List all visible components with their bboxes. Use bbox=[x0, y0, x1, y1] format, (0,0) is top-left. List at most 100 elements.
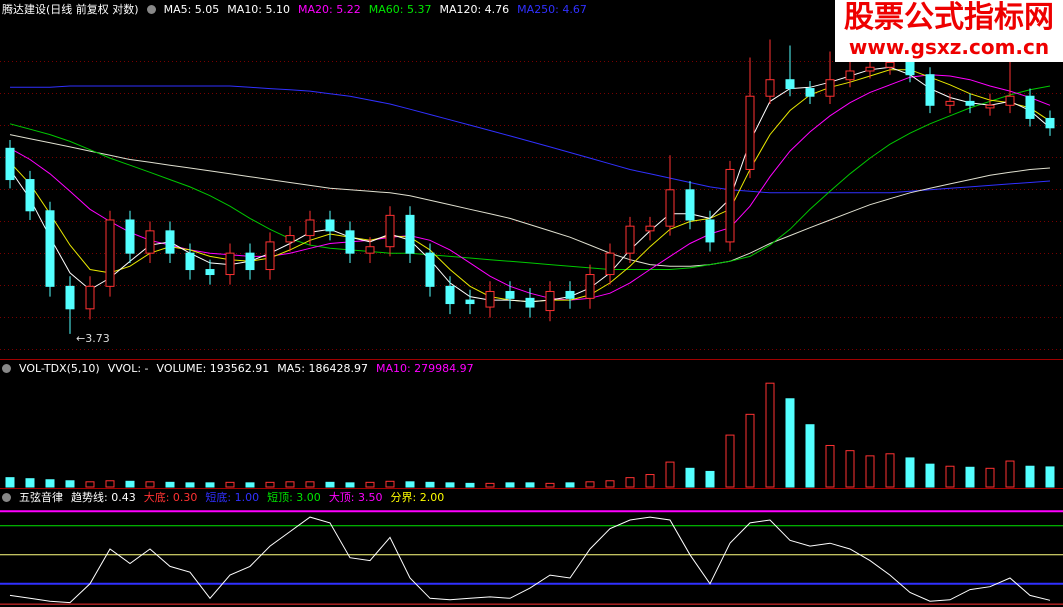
trend-line bbox=[9, 516, 1051, 604]
volume-bar bbox=[925, 463, 935, 488]
candle-body bbox=[185, 252, 195, 271]
candle-body bbox=[585, 274, 595, 299]
volume-bar bbox=[725, 434, 735, 488]
candle-body bbox=[885, 61, 895, 68]
volume-bar bbox=[405, 481, 415, 488]
candle-body bbox=[925, 74, 935, 106]
candle-body bbox=[505, 290, 515, 299]
candle-body bbox=[525, 297, 535, 308]
candle-body bbox=[305, 219, 315, 237]
candle-body bbox=[745, 95, 755, 170]
panel-separator bbox=[0, 488, 1063, 489]
candle-body bbox=[125, 219, 135, 254]
candle-body bbox=[245, 252, 255, 271]
volume-bar bbox=[305, 481, 315, 488]
volume-bar bbox=[805, 424, 815, 488]
volume-bar bbox=[745, 413, 755, 488]
candle-body bbox=[65, 285, 75, 310]
legend-entry: MA5: 5.05 bbox=[163, 2, 220, 16]
volume-bar bbox=[705, 470, 715, 488]
candle-body bbox=[405, 214, 415, 254]
stock-title: 腾达建设(日线 前复权 对数) bbox=[2, 3, 139, 16]
candle-body bbox=[385, 214, 395, 248]
panel-separator bbox=[0, 359, 1063, 360]
ma-line bbox=[9, 134, 1051, 267]
volume-bar bbox=[445, 482, 455, 488]
volume-bar bbox=[885, 453, 895, 488]
volume-bar bbox=[105, 480, 115, 488]
candle-body bbox=[225, 252, 235, 276]
candle-body bbox=[765, 79, 775, 97]
volume-bar bbox=[605, 480, 615, 488]
volume-bar bbox=[365, 481, 375, 488]
candle-body bbox=[425, 252, 435, 287]
volume-bar bbox=[765, 382, 775, 488]
ma-line bbox=[9, 66, 1051, 303]
volume-bar bbox=[505, 482, 515, 488]
legend-entry: 趋势线: 0.43 bbox=[71, 491, 136, 504]
volume-bar bbox=[565, 482, 575, 488]
menu-icon[interactable] bbox=[2, 363, 11, 373]
volume-bar bbox=[25, 478, 35, 488]
candle-body bbox=[785, 79, 795, 90]
candle-body bbox=[265, 241, 275, 271]
volume-bar bbox=[485, 482, 495, 488]
candle-body bbox=[605, 252, 615, 276]
volume-bar bbox=[465, 482, 475, 488]
legend-entry: 分界: 2.00 bbox=[390, 491, 445, 504]
legend-entry: MA20: 5.22 bbox=[298, 2, 361, 16]
candle-body bbox=[485, 290, 495, 308]
legend-entry: VVOL: - bbox=[107, 361, 149, 375]
volume-bar bbox=[985, 467, 995, 488]
low-annotation: ←3.73 bbox=[76, 332, 110, 345]
watermark: 股票公式指标网 www.gsxz.com.cn bbox=[835, 0, 1063, 62]
watermark-url: www.gsxz.com.cn bbox=[848, 35, 1050, 59]
volume-bar bbox=[525, 482, 535, 488]
candle-body bbox=[965, 100, 975, 106]
volume-bar bbox=[945, 465, 955, 488]
candle-body bbox=[645, 225, 655, 232]
volume-bar bbox=[665, 461, 675, 488]
candle-body bbox=[165, 230, 175, 254]
volume-bar bbox=[325, 481, 335, 488]
candle-body bbox=[865, 66, 875, 72]
volume-bar bbox=[65, 480, 75, 488]
indicator-title: 五弦音律 bbox=[19, 491, 63, 504]
volume-header: VOL-TDX(5,10) VVOL: - VOLUME: 193562.91 MA… bbox=[2, 360, 474, 376]
legend-entry: MA10: 279984.97 bbox=[375, 361, 474, 375]
legend-entry: MA60: 5.37 bbox=[368, 2, 432, 16]
volume-bar bbox=[285, 481, 295, 488]
volume-bar bbox=[345, 482, 355, 488]
menu-icon[interactable] bbox=[2, 492, 11, 502]
candle-body bbox=[1025, 95, 1035, 119]
menu-icon[interactable] bbox=[146, 4, 156, 14]
volume-bar bbox=[905, 457, 915, 488]
volume-bar bbox=[245, 482, 255, 488]
volume-bar bbox=[685, 467, 695, 488]
candle-body bbox=[365, 246, 375, 254]
indicator-title: VOL-TDX(5,10) bbox=[19, 361, 100, 375]
candle-body bbox=[85, 285, 95, 310]
volume-bar bbox=[425, 481, 435, 488]
legend-entry: 短底: 1.00 bbox=[205, 491, 260, 504]
candle-body bbox=[705, 219, 715, 243]
ma-line bbox=[10, 85, 1051, 194]
volume-bar bbox=[145, 481, 155, 488]
watermark-title: 股票公式指标网 bbox=[844, 0, 1054, 35]
candle-body bbox=[945, 100, 955, 106]
volume-bar bbox=[585, 481, 595, 488]
candle-body bbox=[805, 88, 815, 97]
candle-body bbox=[1005, 95, 1015, 106]
volume-bar bbox=[1045, 466, 1055, 488]
volume-bar bbox=[165, 481, 175, 488]
candle-body bbox=[105, 219, 115, 287]
volume-bar bbox=[85, 481, 95, 488]
legend-entry: MA10: 5.10 bbox=[227, 2, 291, 16]
volume-bar bbox=[205, 482, 215, 488]
legend-entry: VOLUME: 193562.91 bbox=[156, 361, 270, 375]
ma-line bbox=[9, 85, 1051, 270]
volume-bar bbox=[625, 477, 635, 488]
oscillator-header: 五弦音律 趋势线: 0.43 大底: 0.30 短底: 1.00 短顶: 3.00 大顶… bbox=[2, 489, 444, 505]
volume-bar bbox=[865, 455, 875, 488]
